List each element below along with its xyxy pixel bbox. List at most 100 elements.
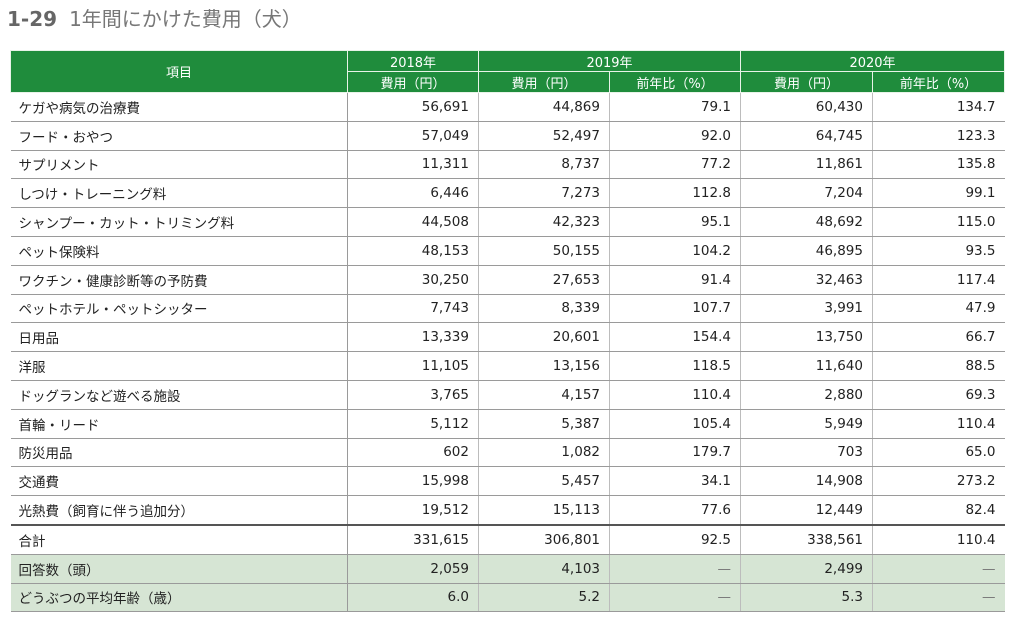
- cost-2020: 13,750: [740, 322, 873, 353]
- cost-2018: 2,059: [347, 554, 479, 584]
- cost-2020: 32,463: [740, 265, 873, 295]
- cost-2018: 11,311: [347, 150, 479, 180]
- ratio-2019: 107.7: [609, 294, 741, 324]
- cost-2018: 15,998: [347, 466, 479, 497]
- row-label: しつけ・トレーニング料: [10, 178, 348, 209]
- cost-2019: 4,157: [478, 380, 610, 410]
- figure-title: 1年間にかけた費用（犬）: [69, 7, 302, 31]
- row-label: フード・おやつ: [10, 121, 348, 151]
- table-row: ケガや病気の治療費 56,691 44,869 79.1 60,430 134.7: [10, 92, 1005, 122]
- ratio-2020: 135.8: [872, 150, 1005, 180]
- cost-2019: 5,457: [478, 466, 610, 497]
- table-row: 洋服 11,105 13,156 118.5 11,640 88.5: [10, 351, 1005, 381]
- cost-2019: 306,801: [478, 523, 610, 555]
- header-year-2019: 2019年: [478, 50, 741, 72]
- ratio-2020: 93.5: [872, 236, 1005, 266]
- table-row: ドッグランなど遊べる施設 3,765 4,157 110.4 2,880 69.3: [10, 380, 1005, 410]
- table-row: ワクチン・健康診断等の予防費 30,250 27,653 91.4 32,463 117.…: [10, 265, 1005, 295]
- ratio-2019: 110.4: [609, 380, 741, 410]
- cost-2020: 48,692: [740, 207, 873, 237]
- row-label: ドッグランなど遊べる施設: [10, 380, 348, 410]
- ratio-2019: 92.5: [609, 523, 741, 555]
- ratio-2020: 273.2: [872, 466, 1005, 497]
- cost-2019: 20,601: [478, 322, 610, 353]
- ratio-2020: 65.0: [872, 438, 1005, 468]
- row-label: 首輪・リード: [10, 409, 348, 439]
- cost-2020: 11,861: [740, 150, 873, 180]
- row-label: ワクチン・健康診断等の予防費: [10, 265, 348, 295]
- row-label: サプリメント: [10, 150, 348, 180]
- ratio-2019: 105.4: [609, 409, 741, 439]
- cost-2018: 13,339: [347, 322, 479, 353]
- ratio-2019: 92.0: [609, 121, 741, 151]
- cost-2018: 48,153: [347, 236, 479, 266]
- cost-2018: 331,615: [347, 523, 479, 555]
- cost-2020: 2,499: [740, 554, 873, 584]
- row-label: 光熱費（飼育に伴う追加分）: [10, 495, 348, 526]
- cost-2020: 3,991: [740, 294, 873, 324]
- row-label: シャンプー・カット・トリミング料: [10, 207, 348, 237]
- row-label: 洋服: [10, 351, 348, 381]
- cost-2019: 7,273: [478, 178, 610, 209]
- table-row: 日用品 13,339 20,601 154.4 13,750 66.7: [10, 322, 1005, 353]
- ratio-2019: 118.5: [609, 351, 741, 381]
- cost-2018: 602: [347, 438, 479, 468]
- cost-2019: 8,737: [478, 150, 610, 180]
- header-ratio: 前年比（%）: [609, 71, 741, 93]
- cost-2019: 42,323: [478, 207, 610, 237]
- cost-2019: 4,103: [478, 554, 610, 584]
- cost-2018: 56,691: [347, 92, 479, 122]
- ratio-2020: —: [872, 554, 1005, 584]
- ratio-2020: 69.3: [872, 380, 1005, 410]
- summary-row: どうぶつの平均年齢（歳） 6.0 5.2—5.3—: [10, 583, 1005, 613]
- cost-2019: 1,082: [478, 438, 610, 468]
- ratio-2020: 110.4: [872, 409, 1005, 439]
- cost-2020: 7,204: [740, 178, 873, 209]
- row-label: 合計: [10, 523, 348, 555]
- header-cost: 費用（円）: [347, 71, 479, 93]
- cost-2019: 44,869: [478, 92, 610, 122]
- cost-2018: 44,508: [347, 207, 479, 237]
- cost-2020: 14,908: [740, 466, 873, 497]
- table-row: 交通費 15,998 5,457 34.1 14,908 273.2: [10, 466, 1005, 497]
- cost-2020: 11,640: [740, 351, 873, 381]
- ratio-2019: 79.1: [609, 92, 741, 122]
- header-year-2018: 2018年: [347, 50, 479, 72]
- ratio-2020: 47.9: [872, 294, 1005, 324]
- ratio-2019: 91.4: [609, 265, 741, 295]
- header-year-2020: 2020年: [740, 50, 1005, 72]
- table-row: ペット保険料 48,153 50,155 104.2 46,895 93.5: [10, 236, 1005, 266]
- cost-2019: 15,113: [478, 495, 610, 526]
- table-row: ペットホテル・ペットシッター 7,743 8,339 107.7 3,991 47.9: [10, 294, 1005, 324]
- ratio-2019: 77.2: [609, 150, 741, 180]
- total-row: 合計 331,615 306,801 92.5 338,561 110.4: [10, 523, 1005, 555]
- header-item: 項目: [10, 50, 348, 93]
- cost-2018: 5,112: [347, 409, 479, 439]
- figure-number: 1-29: [7, 7, 58, 31]
- cost-2020: 46,895: [740, 236, 873, 266]
- cost-2020: 5,949: [740, 409, 873, 439]
- ratio-2020: 134.7: [872, 92, 1005, 122]
- ratio-2019: 95.1: [609, 207, 741, 237]
- ratio-2019: —: [609, 554, 741, 584]
- cost-2020: 12,449: [740, 495, 873, 526]
- table-row: しつけ・トレーニング料 6,446 7,273 112.8 7,204 99.1: [10, 178, 1005, 209]
- ratio-2019: 112.8: [609, 178, 741, 209]
- cost-2020: 338,561: [740, 523, 873, 555]
- ratio-2020: 115.0: [872, 207, 1005, 237]
- page-title: 1-29 1年間にかけた費用（犬）: [7, 3, 302, 35]
- table-row: 首輪・リード 5,112 5,387 105.4 5,949 110.4: [10, 409, 1005, 439]
- cost-2018: 30,250: [347, 265, 479, 295]
- cost-2020: 703: [740, 438, 873, 468]
- row-label: ペット保険料: [10, 236, 348, 266]
- ratio-2019: 179.7: [609, 438, 741, 468]
- ratio-2020: 82.4: [872, 495, 1005, 526]
- cost-2018: 6.0: [347, 583, 479, 613]
- row-label: ケガや病気の治療費: [10, 92, 348, 122]
- cost-2019: 5,387: [478, 409, 610, 439]
- row-label: 交通費: [10, 466, 348, 497]
- ratio-2019: —: [609, 583, 741, 613]
- table-row: シャンプー・カット・トリミング料 44,508 42,323 95.1 48,692 11…: [10, 207, 1005, 237]
- cost-2019: 5.2: [478, 583, 610, 613]
- ratio-2020: 110.4: [872, 523, 1005, 555]
